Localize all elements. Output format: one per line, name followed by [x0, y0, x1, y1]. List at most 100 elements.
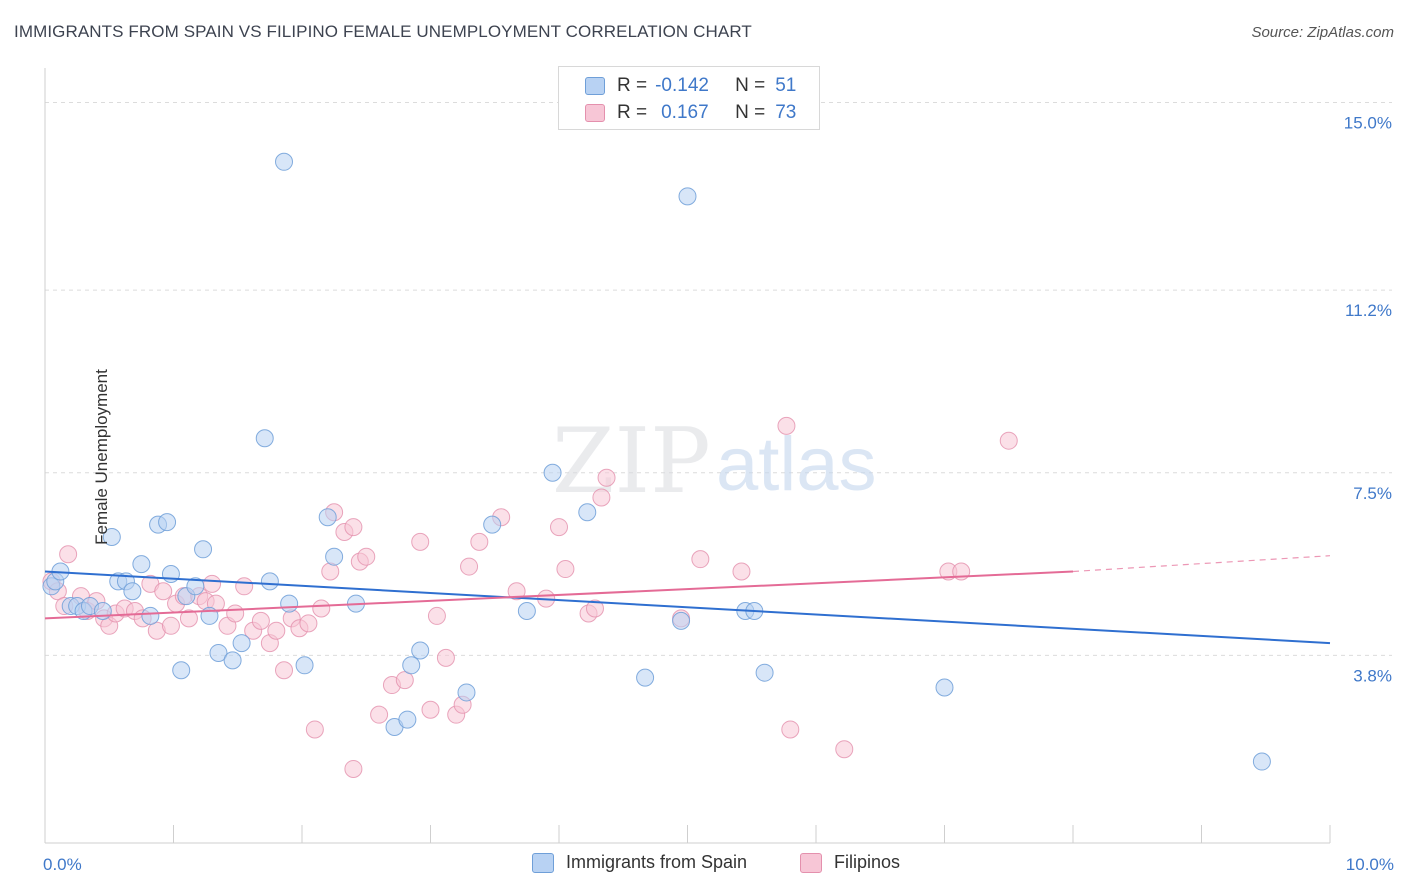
source-label: Source: ZipAtlas.com: [1251, 24, 1394, 41]
filipinos-point: [251, 611, 270, 630]
filipinos-point: [777, 416, 796, 435]
spain-point: [232, 634, 251, 653]
spain-point: [141, 606, 160, 625]
spain-point: [102, 527, 121, 546]
filipinos-point: [357, 547, 376, 566]
r-value-spain: -0.142: [655, 75, 709, 96]
filipinos-trend-extension: [1072, 555, 1331, 573]
filipinos-point: [436, 648, 455, 667]
filipinos-trend-line: [44, 570, 1074, 620]
spain-point: [280, 594, 299, 613]
filipinos-point: [411, 532, 430, 551]
series-legend: Immigrants from Spain Filipinos: [0, 850, 1406, 878]
watermark-atlas: atlas: [716, 422, 877, 507]
watermark-zip: ZIP: [552, 409, 711, 514]
trend-lines: [44, 555, 1331, 645]
filipinos-point: [732, 562, 751, 581]
filipinos-point: [592, 488, 611, 507]
spain-point: [543, 463, 562, 482]
y-axis-label: Female Unemployment: [91, 369, 111, 545]
filipinos-point: [421, 700, 440, 719]
filipinos-point: [427, 606, 446, 625]
spain-point: [132, 555, 151, 574]
tick-labels: 3.8% 7.5% 11.2% 15.0% 0.0% 10.0%: [43, 114, 1394, 874]
n-label-filipinos: N =: [735, 102, 766, 123]
stats-legend: R = -0.142 N = 51 R = 0.167 N = 73: [558, 66, 820, 130]
spain-point: [186, 577, 205, 596]
stats-row-filipinos: R = 0.167 N = 73: [585, 100, 796, 126]
spain-point: [161, 564, 180, 583]
n-value-spain: 51: [775, 75, 797, 96]
spain-point: [158, 513, 177, 532]
spain-point: [935, 678, 954, 697]
legend-item-spain[interactable]: Immigrants from Spain: [532, 852, 747, 873]
chart-title: IMMIGRANTS FROM SPAIN VS FILIPINO FEMALE…: [14, 22, 752, 41]
spain-point: [457, 683, 476, 702]
y-tick-label: 3.8%: [1353, 666, 1392, 685]
filipinos-point: [550, 518, 568, 537]
spain-point: [275, 152, 294, 171]
filipinos-point: [275, 661, 294, 680]
filipinos-point: [835, 740, 854, 759]
spain-point: [123, 582, 142, 601]
grid-lines: [45, 102, 1392, 656]
filipinos-point: [470, 532, 489, 551]
legend-item-filipinos[interactable]: Filipinos: [800, 852, 900, 873]
spain-point: [402, 656, 421, 675]
filipinos-point: [235, 577, 254, 596]
filipinos-point: [370, 705, 389, 724]
spain-trend-line: [44, 570, 1331, 645]
spain-point: [517, 601, 536, 620]
filipinos-point: [585, 599, 604, 618]
filipinos-point: [305, 720, 324, 739]
filipinos-point: [344, 759, 363, 778]
spain-point: [260, 572, 279, 591]
x-tick-label: 10.0%: [1346, 855, 1394, 874]
filipinos-points: [42, 416, 1018, 778]
filipinos-swatch: [585, 104, 605, 122]
watermark: ZIP atlas: [552, 409, 877, 514]
y-tick-label: 15.0%: [1344, 114, 1392, 133]
r-value-filipinos: 0.167: [661, 102, 709, 123]
filipinos-point: [691, 550, 710, 569]
spain-point: [578, 503, 597, 522]
filipinos-point: [556, 560, 575, 579]
filipinos-point: [781, 720, 800, 739]
filipinos-point: [161, 616, 180, 635]
n-label-spain: N =: [735, 75, 766, 96]
n-value-filipinos: 73: [775, 102, 797, 123]
spain-point: [172, 661, 191, 680]
stats-row-spain: R = -0.142 N = 51: [585, 73, 796, 99]
spain-point: [636, 668, 655, 687]
spain-point: [755, 663, 774, 682]
filipinos-point: [154, 582, 173, 601]
r-label-filipinos: R =: [617, 102, 648, 123]
spain-point: [398, 710, 417, 729]
filipinos-point: [59, 545, 78, 564]
axes: [44, 68, 1331, 844]
spain-swatch: [585, 77, 605, 95]
filipinos-point: [999, 431, 1018, 450]
spain-point: [194, 540, 213, 559]
spain-point: [318, 508, 337, 527]
y-tick-label: 11.2%: [1345, 301, 1392, 320]
filipinos-point: [597, 468, 616, 487]
r-label-spain: R =: [617, 75, 648, 96]
spain-point: [209, 643, 228, 662]
filipinos-point: [312, 599, 331, 618]
filipinos-point: [321, 562, 340, 581]
spain-points: [42, 152, 1271, 771]
spain-point: [325, 547, 344, 566]
filipinos-point: [203, 574, 222, 593]
spain-point: [678, 187, 697, 206]
spain-point: [483, 515, 502, 534]
filipinos-point: [460, 557, 479, 576]
filipinos-point: [507, 582, 526, 601]
spain-point: [255, 429, 274, 448]
spain-point: [1252, 752, 1271, 771]
spain-legend-swatch: [532, 852, 554, 873]
y-tick-label: 7.5%: [1353, 484, 1392, 503]
filipinos-point: [179, 609, 198, 628]
filipinos-point: [226, 604, 245, 623]
filipinos-legend-swatch: [800, 852, 822, 873]
